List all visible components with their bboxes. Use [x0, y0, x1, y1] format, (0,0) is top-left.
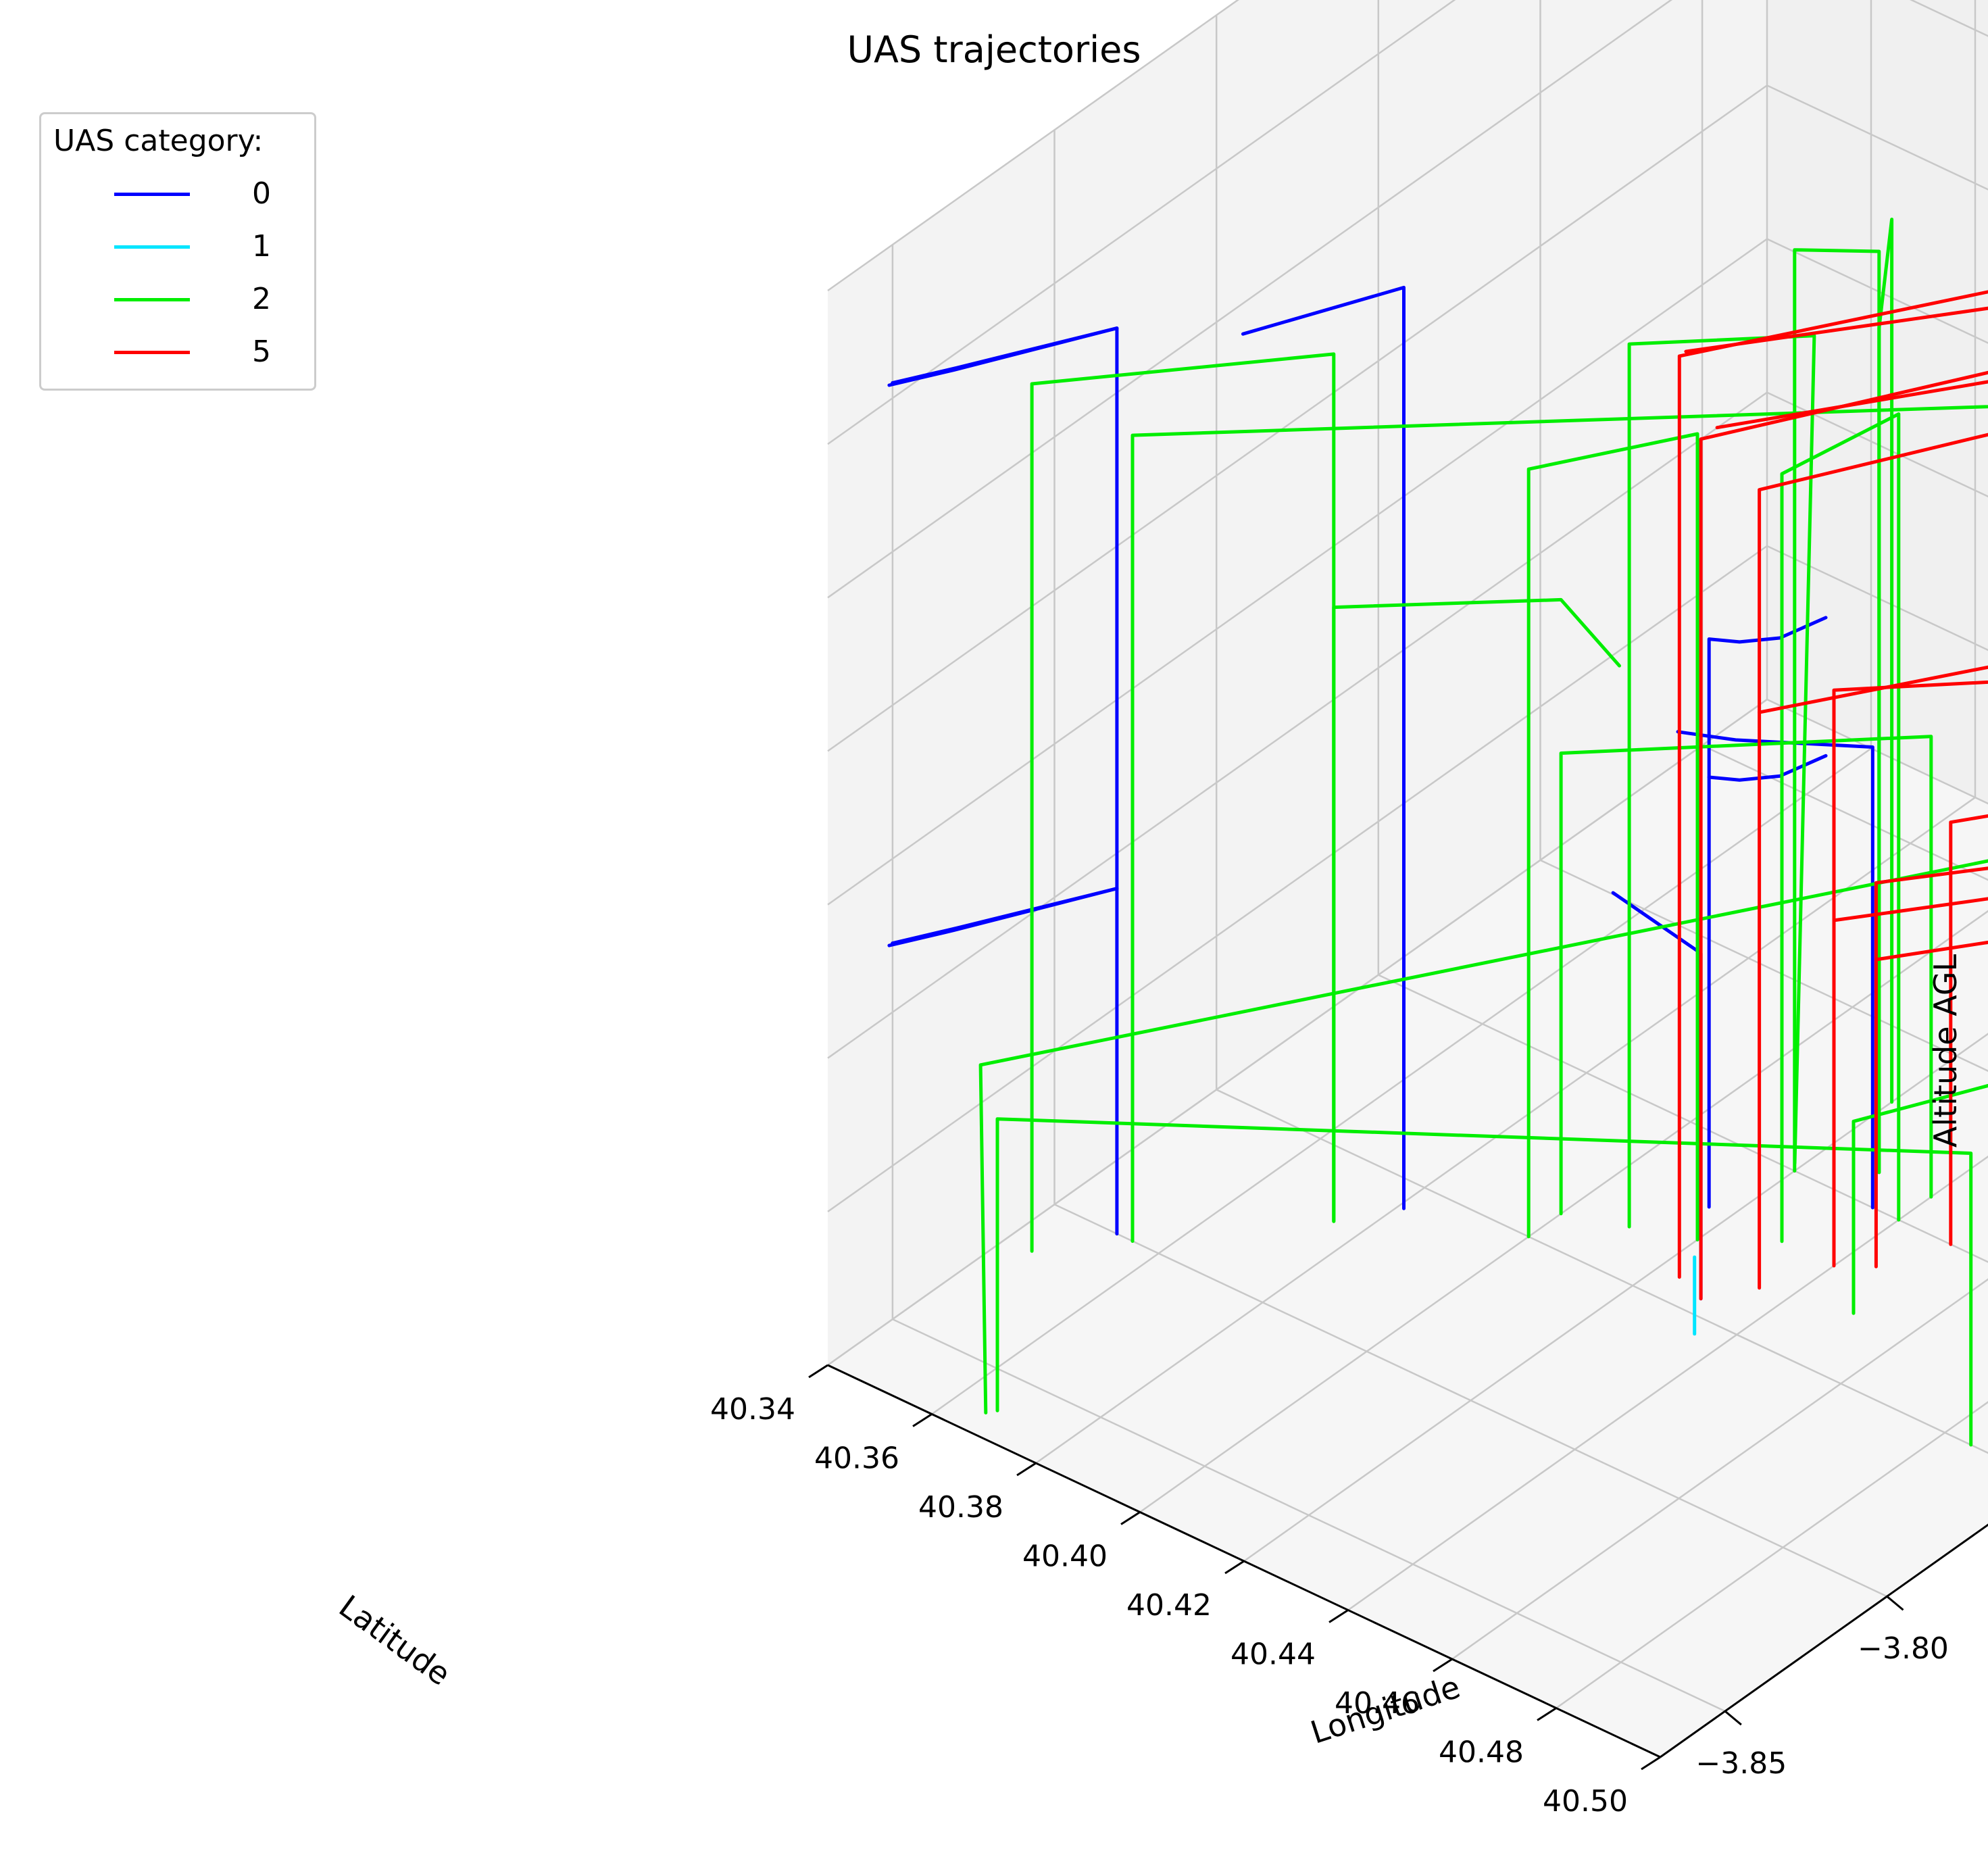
legend-swatch: [114, 245, 190, 249]
legend-label: 1: [252, 229, 271, 264]
gridline-latitude: [1347, 1155, 1988, 1611]
legend-swatch: [114, 351, 190, 354]
gridline-altitude: [827, 84, 1988, 752]
trajectory-series-5: [1699, 370, 1988, 1301]
trajectory-series-5: [1715, 380, 1988, 430]
latitude-tick: [808, 1364, 828, 1379]
legend: UAS category: 0 1 2 5: [39, 112, 316, 391]
latitude-tick-label: 40.48: [1439, 1735, 1524, 1770]
gridline-altitude: [827, 391, 1988, 1059]
latitude-tick: [1016, 1462, 1037, 1477]
gridline-altitude: [827, 0, 1988, 599]
gridline-latitude: [1556, 1401, 1988, 1709]
trajectory-series-0: [1241, 285, 1406, 1210]
latitude-tick: [1328, 1609, 1349, 1623]
latitude-tick-label: 40.50: [1543, 1784, 1628, 1819]
trajectory-series-2: [978, 859, 1988, 1414]
gridline-altitude: [827, 545, 1988, 1212]
gridline-latitude: [1139, 910, 1988, 1513]
latitude-tick-label: 40.42: [1126, 1588, 1212, 1623]
trajectory-series-2: [1559, 735, 1933, 1216]
legend-entry: 2: [41, 279, 318, 320]
latitude-tick-label: 40.46: [1335, 1686, 1420, 1721]
trajectory-series-0: [887, 887, 1119, 947]
latitude-tick: [1537, 1707, 1557, 1721]
gridline-latitude: [1243, 1033, 1988, 1562]
latitude-tick: [1433, 1658, 1453, 1673]
latitude-tick-label: 40.36: [814, 1441, 899, 1476]
z-axis-label: Altitude AGL: [1927, 954, 1964, 1148]
trajectory-series-2: [995, 1117, 1973, 1447]
legend-label: 5: [252, 335, 271, 369]
longitude-tick: [1724, 1710, 1742, 1726]
trajectory-series-5: [1758, 433, 1988, 1290]
trajectory-series-5: [1758, 665, 1988, 714]
trajectory-series-2: [1526, 432, 1699, 1241]
trajectory-series-5: [1684, 306, 1988, 353]
longitude-tick-label: −3.85: [1695, 1746, 1787, 1781]
trajectories: [887, 218, 1988, 1447]
legend-entry: 5: [41, 332, 318, 372]
trajectory-series-2: [1627, 334, 1816, 1229]
latitude-tick: [912, 1413, 933, 1427]
gridline-latitude: [1451, 1278, 1988, 1660]
trajectory-series-2: [1852, 1083, 1988, 1315]
trajectory-series-2: [1130, 405, 1988, 1243]
trajectory-series-5: [1874, 866, 1988, 1268]
legend-swatch: [114, 193, 190, 196]
gridline-altitude: [827, 698, 1988, 1366]
gridline-altitude: [827, 0, 1456, 445]
legend-entry: 1: [41, 226, 318, 267]
latitude-tick-label: 40.38: [918, 1490, 1003, 1525]
trajectory-series-5: [1677, 290, 1988, 1279]
longitude-tick: [1886, 1596, 1904, 1611]
trajectory-series-0: [887, 326, 1119, 387]
latitude-tick-label: 40.34: [710, 1392, 795, 1427]
legend-title: UAS category:: [53, 124, 264, 158]
trajectory-series-2: [1780, 412, 1901, 1243]
legend-label: 0: [252, 176, 271, 211]
trajectory-series-5: [1874, 940, 1988, 962]
tick-labels: 40.34 40.36 40.38 40.40 40.42 40.44 40.46 40.48…: [710, 1364, 1949, 1819]
legend-label: 2: [252, 282, 271, 316]
latitude-tick: [1224, 1560, 1245, 1575]
gridline-altitude: [827, 0, 1239, 292]
x-axis-label: Latitude: [332, 1588, 457, 1693]
latitude-tick-label: 40.40: [1022, 1539, 1108, 1574]
latitude-tick: [1120, 1511, 1141, 1525]
latitude-tick-label: 40.44: [1231, 1637, 1316, 1672]
legend-entry: 0: [41, 174, 318, 214]
longitude-axis-line: [1660, 1523, 1988, 1758]
longitude-tick-label: −3.80: [1858, 1631, 1949, 1666]
chart-title: UAS trajectories: [847, 28, 1141, 71]
trajectory-series-5: [1949, 814, 1988, 1246]
latitude-tick: [1641, 1756, 1661, 1771]
gridline-altitude: [827, 238, 1988, 906]
trajectory-series-5: [1832, 680, 1988, 1268]
trajectory-series-2: [1877, 218, 1894, 1175]
legend-swatch: [114, 298, 190, 301]
trajectory-series-2: [1332, 597, 1621, 1223]
